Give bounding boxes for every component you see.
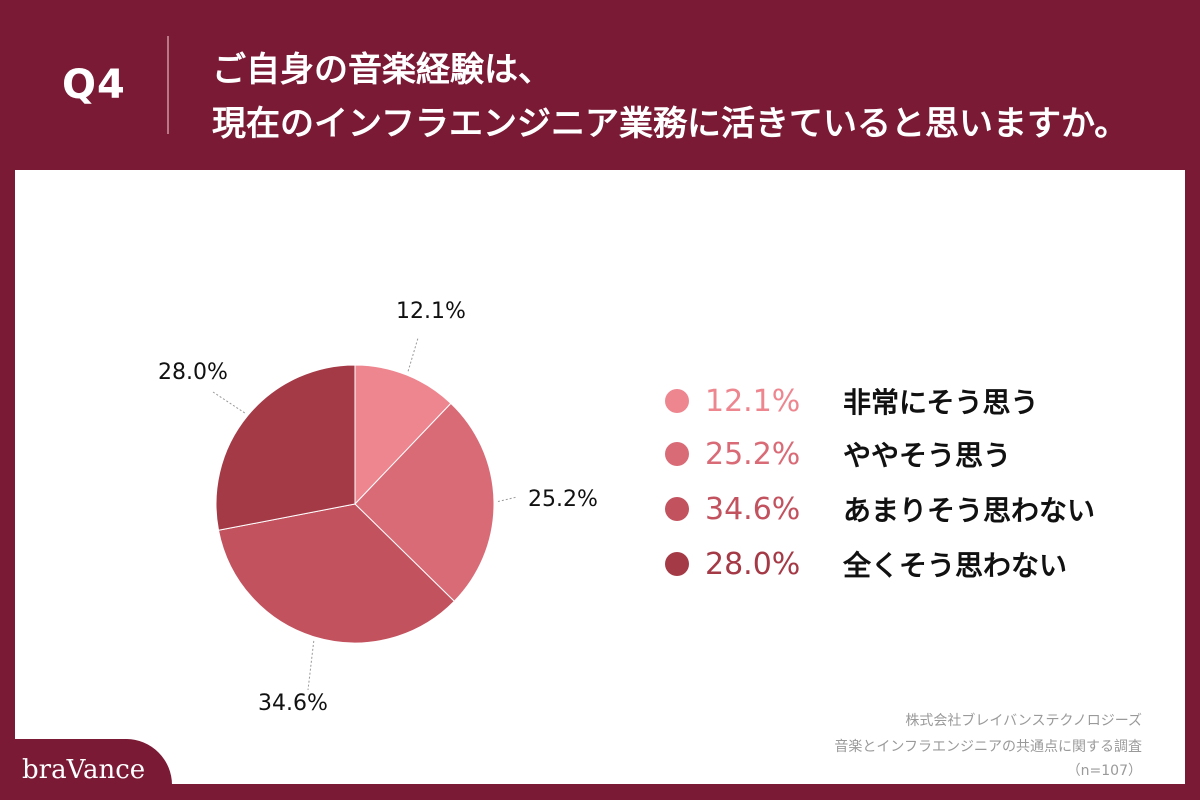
legend-label-1: 非常にそう思う [843,386,1039,419]
pie-data-label-3: 34.6% [258,691,328,716]
header: Q4 ご自身の音楽経験は、 現在のインフラエンジニア業務に活きていると思いますか… [0,0,1200,170]
leader-line-2 [497,496,518,503]
source-company: 株式会社ブレイバンステクノロジーズ [905,713,1142,729]
pie-slice-4 [215,364,356,531]
pie-data-label-2: 25.2% [528,487,598,512]
legend-percent-3: 34.6% [705,491,801,527]
chart-panel: 12.1% 25.2% 34.6% 28.0% 12.1% 非常にそう思う 25.2%… [15,170,1185,784]
legend-marker-1 [665,389,689,413]
pie-slice-3 [217,503,455,644]
legend-percent-1: 12.1% [705,383,801,419]
brand-tab [0,739,172,800]
header-divider [167,36,169,134]
legend-label-3: あまりそう思わない [843,494,1096,527]
leader-line-4 [212,391,246,414]
pie-data-label-1: 12.1% [396,299,466,324]
question-number: Q4 [62,62,126,108]
legend-item-3: 34.6% あまりそう思わない [665,489,1095,529]
legend-marker-3 [665,497,689,521]
question-text-line1: ご自身の音楽経験は、 [212,50,552,90]
pie-slice-1 [354,364,452,506]
pie-chart: 12.1% 25.2% 34.6% 28.0% [158,299,598,716]
legend-item-4: 28.0% 全くそう思わない [665,544,1067,584]
legend-marker-4 [665,552,689,576]
legend-item-2: 25.2% ややそう思う [665,434,1011,474]
pie-slice-2 [354,402,495,602]
question-text-line2: 現在のインフラエンジニア業務に活きていると思いますか。 [212,104,1129,144]
legend-item-1: 12.1% 非常にそう思う [665,381,1038,421]
leader-line-1 [407,337,419,372]
leader-line-3 [307,640,315,691]
source-survey-title: 音楽とインフラエンジニアの共通点に関する調査 [834,739,1142,755]
legend-marker-2 [665,442,689,466]
pie-data-label-4: 28.0% [158,360,228,385]
source-sample-size: （n=107） [1066,763,1142,779]
legend-label-2: ややそう思う [843,439,1012,472]
legend-percent-4: 28.0% [705,546,801,582]
legend-percent-2: 25.2% [705,436,801,472]
legend-label-4: 全くそう思わない [843,549,1068,582]
brand-logo: braVance [22,755,146,785]
